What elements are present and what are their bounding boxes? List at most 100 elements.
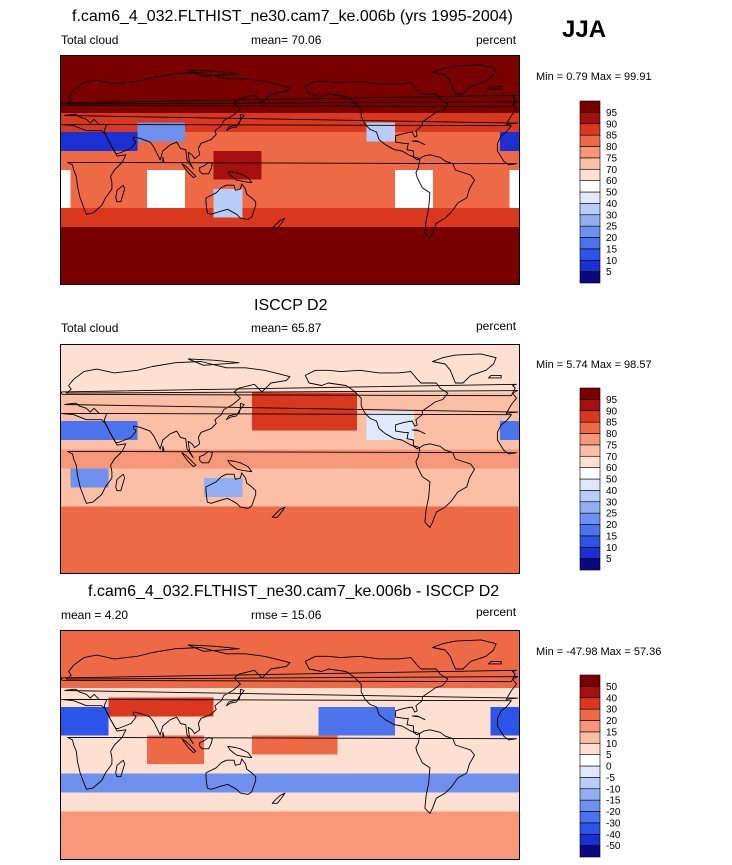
colorbar-box [579, 455, 601, 468]
colorbar-box [579, 777, 601, 790]
colorbar-box [579, 421, 601, 434]
panel-3-rmse-label: rmse = 15.06 [251, 608, 322, 622]
colorbar-box [579, 697, 601, 710]
colorbar-box [579, 674, 601, 687]
colorbar-box [579, 168, 601, 181]
colorbar-box [579, 754, 601, 767]
panel-2-units-label: percent [476, 319, 517, 333]
panel-1-units-label: percent [476, 33, 517, 47]
panel-1-colorbar: 5 10 15 20 25 30 40 50 60 70 75 80 85 90 95 [579, 100, 640, 284]
colorbar-tick-label: -20 [606, 807, 621, 818]
panel-2-colorbar: 5 10 15 20 25 30 40 50 60 70 75 80 85 90 95 [579, 387, 640, 571]
field-shading [61, 56, 519, 284]
colorbar-box [579, 248, 601, 261]
colorbar-box [579, 686, 601, 699]
panel-1-title: f.cam6_4_032.FLTHIST_ne30.cam7_ke.006b (… [72, 8, 513, 25]
colorbar-box [579, 191, 601, 204]
colorbar-tick-label: 20 [606, 233, 618, 244]
colorbar-tick-label: 20 [606, 716, 618, 727]
coastlines [61, 353, 519, 528]
panel-2-mean-label: mean= 65.87 [251, 321, 322, 335]
colorbar-box [579, 742, 601, 755]
colorbar-box [579, 720, 601, 733]
colorbar-tick-label: 40 [606, 486, 618, 497]
panel-2-minmax: Min = 5.74 Max = 98.57 [536, 359, 652, 371]
colorbar-box [579, 535, 601, 548]
colorbar-tick-label: 90 [606, 406, 618, 417]
colorbar-tick-label: 5 [606, 554, 612, 565]
coastlines [61, 64, 519, 239]
colorbar-tick-label: 40 [606, 693, 618, 704]
colorbar-tick-label: 5 [606, 750, 612, 761]
colorbar-tick-label: 60 [606, 463, 618, 474]
colorbar-box [579, 387, 601, 400]
colorbar-box [579, 731, 601, 744]
colorbar-box [579, 237, 601, 250]
colorbar-box [579, 100, 601, 113]
panel-2-title: ISCCP D2 [254, 297, 328, 314]
colorbar-box [579, 833, 601, 846]
colorbar-box [579, 203, 601, 216]
colorbar-tick-label: 15 [606, 244, 618, 255]
colorbar-tick-label: 70 [606, 452, 618, 463]
colorbar-box [579, 467, 601, 480]
colorbar-tick-label: 95 [606, 395, 618, 406]
colorbar-box [579, 558, 601, 571]
colorbar-box [579, 478, 601, 491]
colorbar-box [579, 765, 601, 778]
colorbar-tick-label: 75 [606, 440, 618, 451]
colorbar-tick-label: 50 [606, 475, 618, 486]
colorbar-tick-label: 10 [606, 256, 618, 267]
colorbar-tick-label: 15 [606, 531, 618, 542]
colorbar-box [579, 180, 601, 193]
colorbar-box [579, 822, 601, 835]
colorbar-tick-label: -30 [606, 818, 621, 829]
panel-2-map [60, 344, 520, 574]
panel-1-minmax: Min = 0.79 Max = 99.91 [536, 71, 652, 83]
field-shading [61, 631, 519, 859]
colorbar-tick-label: 80 [606, 142, 618, 153]
colorbar-box [579, 214, 601, 227]
colorbar-tick-label: -5 [606, 773, 615, 784]
coastlines [61, 639, 519, 814]
colorbar-box [579, 433, 601, 446]
colorbar-box [579, 157, 601, 170]
colorbar-tick-label: 95 [606, 108, 618, 119]
colorbar-box [579, 134, 601, 147]
colorbar-box [579, 524, 601, 537]
colorbar-box [579, 225, 601, 238]
colorbar-tick-label: -40 [606, 830, 621, 841]
colorbar-tick-label: 0 [606, 762, 612, 773]
colorbar-tick-label: 85 [606, 418, 618, 429]
colorbar-tick-label: 30 [606, 705, 618, 716]
colorbar-box [579, 146, 601, 159]
panel-3-map-svg [61, 631, 519, 859]
colorbar-tick-label: 80 [606, 429, 618, 440]
panel-3-map [60, 630, 520, 860]
colorbar-box [579, 512, 601, 525]
colorbar-tick-label: 25 [606, 509, 618, 520]
colorbar-tick-label: 60 [606, 176, 618, 187]
colorbar-box [579, 845, 601, 858]
colorbar-box [579, 546, 601, 559]
colorbar-box [579, 501, 601, 514]
panel-3-units-label: percent [476, 605, 517, 619]
colorbar-tick-label: 50 [606, 188, 618, 199]
colorbar-box [579, 444, 601, 457]
colorbar-box [579, 123, 601, 136]
colorbar-tick-label: 40 [606, 199, 618, 210]
colorbar-box [579, 112, 601, 125]
colorbar-tick-label: 25 [606, 222, 618, 233]
colorbar-box [579, 708, 601, 721]
colorbar-box [579, 490, 601, 503]
panel-2-map-svg [61, 345, 519, 573]
colorbar-tick-label: 70 [606, 165, 618, 176]
panel-2-left-label: Total cloud [61, 321, 119, 335]
colorbar-tick-label: 75 [606, 153, 618, 164]
panel-1-map [60, 55, 520, 285]
panel-3-title: f.cam6_4_032.FLTHIST_ne30.cam7_ke.006b -… [88, 583, 500, 600]
colorbar-box [579, 271, 601, 284]
